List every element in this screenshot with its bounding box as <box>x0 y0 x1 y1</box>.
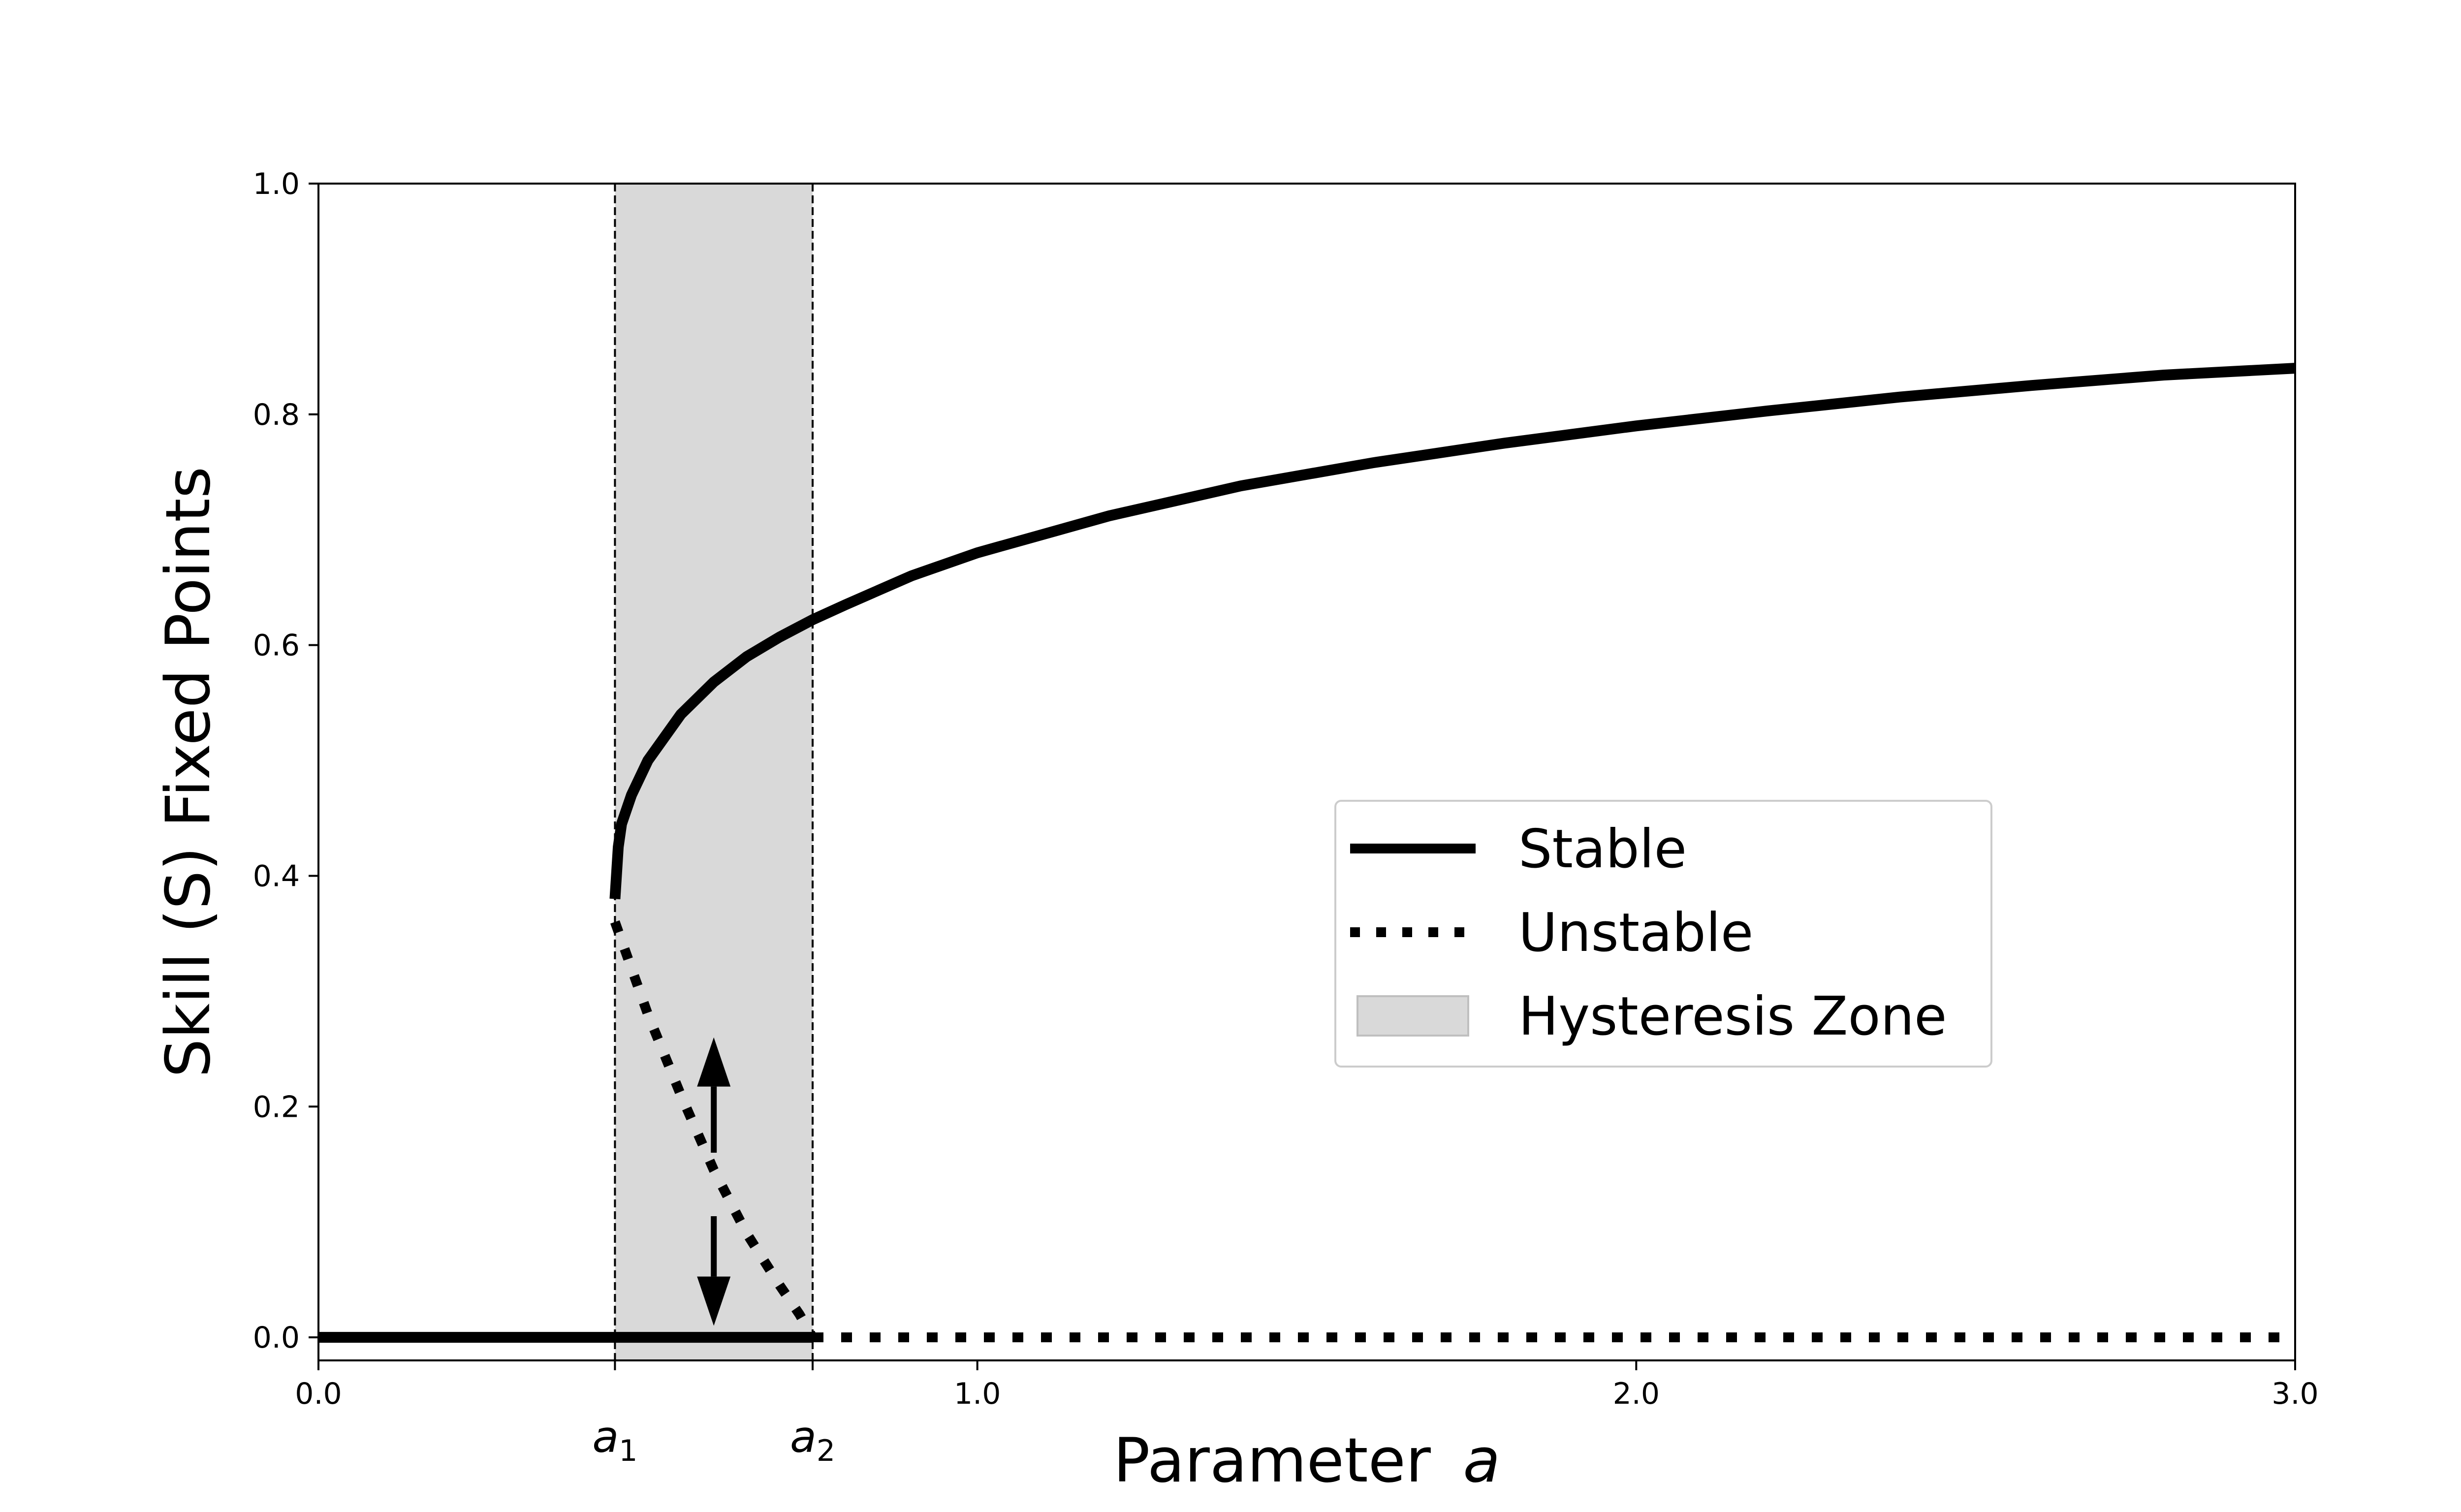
y-axis-title: Skill (S) Fixed Points <box>153 467 224 1077</box>
arrow-down-2 <box>697 1216 731 1326</box>
y-tick-label: 0.0 <box>253 1321 300 1355</box>
marker-lines-layer <box>614 184 814 1360</box>
legend-zone-swatch <box>1357 995 1469 1037</box>
arrow-up-1 <box>697 1037 731 1153</box>
x-axis-title-text: Parameter <box>1113 1425 1431 1496</box>
series-unstable-segment-1 <box>610 920 817 1340</box>
legend-stable-label: Stable <box>1518 819 1687 880</box>
y-tick-label: 0.8 <box>253 398 300 432</box>
x-tick-label: 1.0 <box>954 1377 1001 1411</box>
series-layer <box>318 363 2296 1343</box>
plot-frame <box>317 183 2296 1361</box>
x-axis-title: Parameter a <box>1113 1425 1501 1496</box>
y-tick-label: 0.2 <box>253 1090 300 1124</box>
legend-unstable-label: Unstable <box>1518 902 1753 964</box>
series-stable-segment-2 <box>609 363 2296 900</box>
x-axis-title-symbol: a <box>1463 1425 1500 1496</box>
ticks-layer: 0.0 0.2 0.4 0.6 0.8 1.0 0.0 1.0 2.0 3.0 a1 a2 <box>253 167 2319 1468</box>
legend-box <box>1334 800 1992 1068</box>
y-tick-label: 0.4 <box>253 859 300 893</box>
y-tick-label: 0.6 <box>253 629 300 663</box>
x-tick-label: 3.0 <box>2272 1377 2318 1411</box>
x-tick-label: 2.0 <box>1613 1377 1660 1411</box>
marker-label-2: a2 <box>790 1412 835 1468</box>
y-tick-label: 1.0 <box>253 167 300 201</box>
legend: Stable Unstable Hysteresis Zone <box>1334 800 1992 1068</box>
x-tick-label: 0.0 <box>295 1377 342 1411</box>
arrows-layer <box>697 1037 731 1326</box>
marker-label-1: a1 <box>592 1412 637 1468</box>
legend-zone-label: Hysteresis Zone <box>1518 986 1947 1047</box>
